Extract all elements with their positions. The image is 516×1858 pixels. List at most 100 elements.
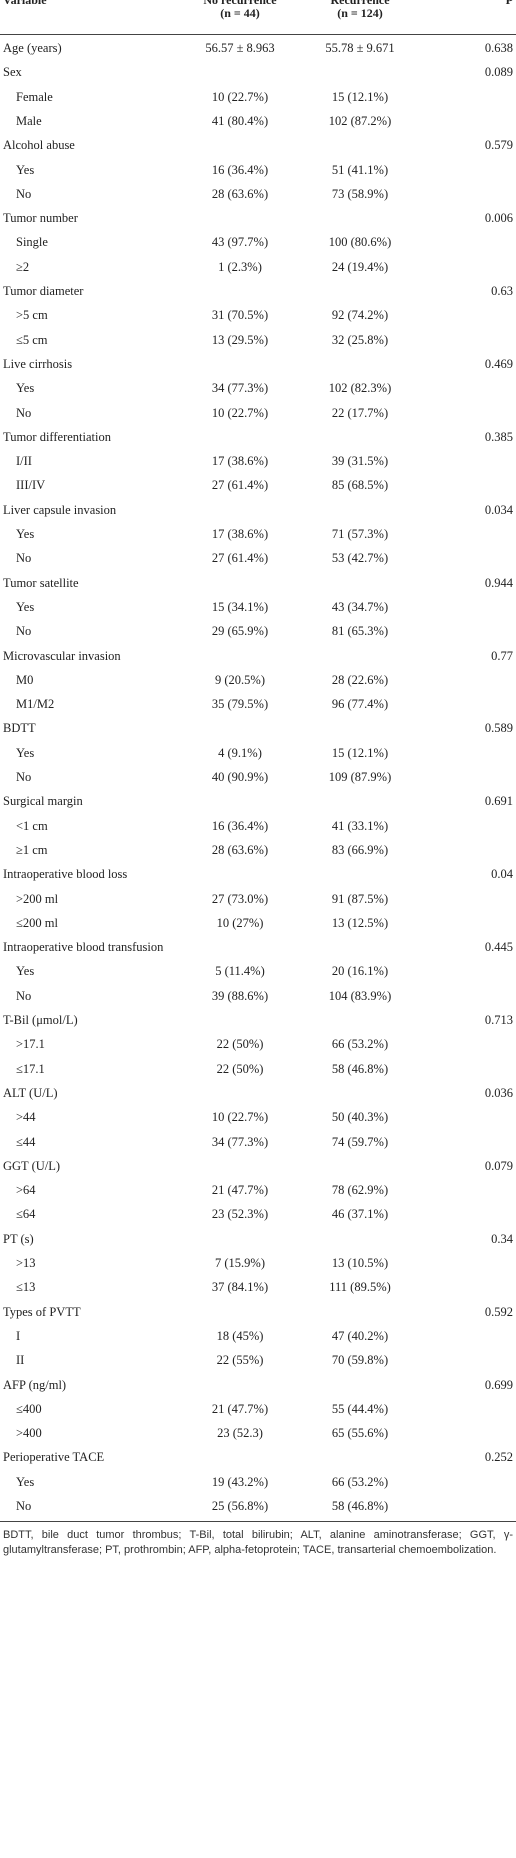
level-label: ≥2 [16,259,30,274]
variable-label: Perioperative TACE [3,1450,105,1465]
table-row: Types of PVTT 0.592 [0,1300,516,1324]
variable-label: Tumor satellite [3,575,79,590]
table-row: ≤64 23 (52.3%) 46 (37.1%) [0,1202,516,1226]
recurrence-value: 91 (87.5%) [331,891,389,906]
level-label: M1/M2 [16,697,55,712]
header-cell: Recurrence (n = 124) [300,0,420,20]
table-row: Yes 16 (36.4%) 51 (41.1%) [0,158,516,182]
table-row: No 28 (63.6%) 73 (58.9%) [0,182,516,206]
p-value: 0.592 [484,1304,513,1319]
table-row: >64 21 (47.7%) 78 (62.9%) [0,1178,516,1202]
no-recurrence-value: 27 (61.4%) [211,478,269,493]
recurrence-value: 71 (57.3%) [331,527,389,541]
level-label: ≤17.1 [16,1061,45,1076]
table-row: >13 7 (15.9%) 13 (10.5%) [0,1251,516,1275]
p-value: 0.63 [491,284,513,298]
no-recurrence-value: 10 (22.7%) [211,89,269,104]
table-row: Single 43 (97.7%) 100 (80.6%) [0,230,516,254]
header-line: P [505,0,513,7]
recurrence-value: 28 (22.6%) [331,672,389,687]
header-line: Variable [3,0,47,7]
no-recurrence-value: 34 (77.3%) [211,1134,269,1149]
p-value: 0.691 [484,794,513,809]
variable-label: BDTT [3,721,36,736]
recurrence-value: 46 (37.1%) [331,1207,389,1222]
level-label: <1 cm [16,818,48,833]
no-recurrence-value: 39 (88.6%) [211,988,269,1003]
recurrence-value: 111 (89.5%) [329,1280,391,1295]
header-line: (n = 44) [220,6,260,20]
recurrence-value: 15 (12.1%) [331,89,389,104]
no-recurrence-value: 13 (29.5%) [211,332,269,347]
p-value: 0.04 [491,867,513,882]
no-recurrence-value: 27 (73.0%) [211,891,269,906]
level-label: Yes [16,1474,35,1489]
variable-label: ALT (U/L) [3,1085,58,1100]
variable-label: Liver capsule invasion [3,502,117,517]
variable-label: T-Bil (μmol/L) [3,1013,78,1027]
no-recurrence-value: 29 (65.9%) [211,624,269,639]
level-label: ≤400 [16,1401,42,1416]
table-bottom-rule [0,1521,516,1523]
recurrence-value: 83 (66.9%) [331,842,389,857]
no-recurrence-value: 21 (47.7%) [211,1183,269,1198]
table-row: Live cirrhosis 0.469 [0,352,516,376]
p-value: 0.469 [484,356,513,371]
no-recurrence-value: 15 (34.1%) [211,599,269,614]
p-value: 0.638 [484,41,513,55]
no-recurrence-value: 10 (22.7%) [211,1110,269,1125]
variable-label: Types of PVTT [3,1304,81,1319]
table-row: Sex 0.089 [0,60,516,84]
no-recurrence-value: 28 (63.6%) [211,842,269,857]
p-value: 0.713 [484,1013,513,1027]
table-row: T-Bil (μmol/L) 0.713 [0,1008,516,1032]
recurrence-value: 96 (77.4%) [331,697,389,712]
no-recurrence-value: 37 (84.1%) [211,1280,269,1295]
no-recurrence-value: 23 (52.3) [217,1426,263,1441]
table-row: M1/M2 35 (79.5%) 96 (77.4%) [0,692,516,716]
level-label: Single [16,235,48,250]
level-label: ≤13 [16,1280,36,1295]
table-row: Liver capsule invasion 0.034 [0,498,516,522]
variable-label: Tumor diameter [3,284,84,298]
p-value: 0.089 [484,65,513,80]
p-value: 0.944 [484,575,513,590]
table-row: Tumor number 0.006 [0,206,516,230]
table-row: ≤17.1 22 (50%) 58 (46.8%) [0,1057,516,1081]
level-label: No [16,624,32,639]
recurrence-value: 20 (16.1%) [331,964,389,979]
table-row: No 25 (56.8%) 58 (46.8%) [0,1494,516,1518]
table-row: Surgical margin 0.691 [0,789,516,813]
recurrence-value: 85 (68.5%) [331,478,389,493]
table-row: No 40 (90.9%) 109 (87.9%) [0,765,516,789]
p-value: 0.006 [484,211,513,226]
table-row: I/II 17 (38.6%) 39 (31.5%) [0,449,516,473]
no-recurrence-value: 25 (56.8%) [211,1499,269,1513]
header-cell: No recurrence (n = 44) [180,0,300,20]
p-value: 0.385 [484,429,513,444]
table-row: Perioperative TACE 0.252 [0,1445,516,1469]
variable-label: GGT (U/L) [3,1158,61,1173]
no-recurrence-value: 56.57 ± 8.963 [205,41,275,55]
no-recurrence-value: 10 (22.7%) [211,405,269,420]
recurrence-value: 100 (80.6%) [328,235,392,250]
level-label: ≥1 cm [16,842,48,857]
level-label: >400 [16,1426,42,1441]
level-label: Yes [16,964,35,979]
table-row: Male 41 (80.4%) 102 (87.2%) [0,109,516,133]
recurrence-value: 55.78 ± 9.671 [325,41,395,55]
level-label: ≤200 ml [16,915,58,930]
table-row: I 18 (45%) 47 (40.2%) [0,1324,516,1348]
recurrence-value: 55 (44.4%) [331,1401,389,1416]
table-row: No 39 (88.6%) 104 (83.9%) [0,984,516,1008]
level-label: >64 [16,1183,36,1198]
table-row: II 22 (55%) 70 (59.8%) [0,1348,516,1372]
recurrence-value: 102 (82.3%) [328,381,392,396]
table-row: >44 10 (22.7%) 50 (40.3%) [0,1105,516,1129]
table-row: ≤13 37 (84.1%) 111 (89.5%) [0,1275,516,1299]
table-header: Variable No recurrence (n = 44) Recurrence(… [0,0,516,35]
level-label: >200 ml [16,891,59,906]
table-row: >5 cm 31 (70.5%) 92 (74.2%) [0,303,516,327]
recurrence-value: 51 (41.1%) [331,162,389,177]
